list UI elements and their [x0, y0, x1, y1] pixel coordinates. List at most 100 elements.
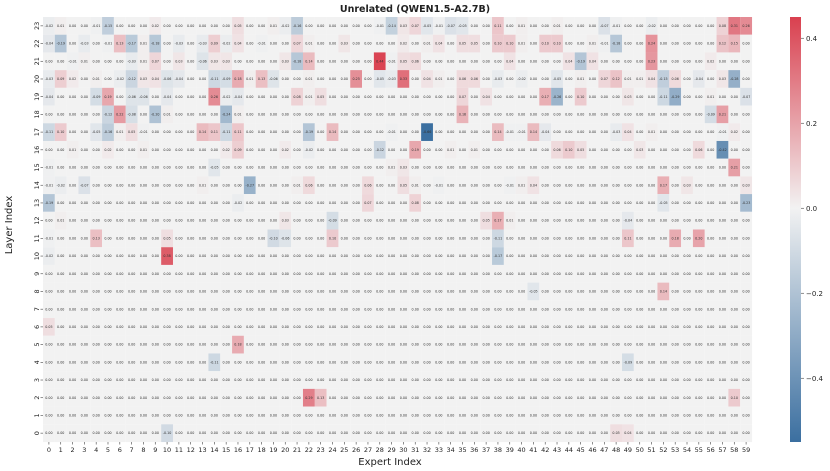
heatmap-cell: [78, 264, 91, 283]
heatmap-cell: [598, 123, 611, 142]
cell-value-label: 0.00: [589, 130, 596, 134]
cell-value-label: 0.00: [577, 254, 584, 258]
heatmap-cell: [326, 70, 339, 88]
cell-value-label: 0.00: [93, 42, 100, 46]
heatmap-cell: [314, 335, 327, 354]
cell-value-label: 0.00: [116, 59, 123, 63]
y-tick-label: 13: [33, 199, 41, 207]
heatmap-cell: [704, 211, 717, 230]
cell-value-label: 0.00: [187, 325, 194, 329]
heatmap-cell: [539, 211, 552, 230]
heatmap-cell: [574, 300, 587, 319]
heatmap-cell: [503, 424, 516, 443]
heatmap-cell: [66, 264, 79, 283]
heatmap-cell: [704, 52, 717, 71]
cell-value-label: 0.00: [317, 183, 324, 187]
heatmap-cell: [113, 194, 126, 212]
heatmap-cell: [586, 123, 599, 142]
heatmap-cell: [362, 264, 374, 283]
heatmap-cell: [692, 247, 705, 265]
heatmap-cell: [78, 424, 91, 443]
heatmap-cell: [456, 34, 469, 53]
heatmap-cell: [43, 70, 55, 88]
cell-value-label: 0.00: [707, 431, 714, 435]
heatmap-cell: [350, 194, 363, 212]
y-tick-label: 11: [33, 234, 41, 242]
heatmap-cell: [125, 194, 138, 212]
cell-value-label: 0.00: [530, 378, 537, 382]
y-tick-label: 0: [33, 431, 41, 435]
cell-value-label: 0.00: [116, 148, 123, 152]
cell-value-label: 0.00: [660, 24, 667, 28]
cell-value-label: 0.00: [246, 325, 253, 329]
cell-value-label: 0.00: [482, 396, 489, 400]
cell-value-label: 0.01: [435, 77, 442, 81]
cell-value-label: 0.21: [719, 112, 726, 116]
cell-value-label: 0.00: [589, 378, 596, 382]
cell-value-label: 0.00: [435, 290, 442, 294]
heatmap-cell: [362, 300, 374, 319]
heatmap-cell: [562, 335, 575, 354]
y-tick-label: 18: [33, 110, 41, 118]
cell-value-label: 0.00: [246, 396, 253, 400]
heatmap-cell: [243, 70, 256, 88]
heatmap-cell: [232, 353, 244, 372]
heatmap-cell: [314, 194, 327, 212]
cell-value-label: 0.00: [601, 290, 608, 294]
cell-value-label: 0.00: [648, 307, 655, 311]
cell-value-label: 0.00: [577, 130, 584, 134]
cell-value-label: 0.00: [128, 272, 135, 276]
cell-value-label: 0.00: [435, 378, 442, 382]
heatmap-cell: [598, 211, 611, 230]
heatmap-cell: [113, 211, 126, 230]
heatmap-cell: [302, 318, 315, 336]
heatmap-cell: [610, 87, 623, 106]
cell-value-label: 0.18: [234, 343, 241, 347]
heatmap-cell: [314, 371, 327, 389]
heatmap-cell: [184, 406, 197, 425]
cell-value-label: 0.00: [352, 201, 359, 205]
heatmap-cell: [468, 34, 481, 53]
cell-value-label: 0.00: [660, 236, 667, 240]
cell-value-label: 0.06: [672, 77, 679, 81]
heatmap-cell: [314, 282, 327, 301]
heatmap-cell: [492, 34, 504, 53]
heatmap-cell: [208, 211, 221, 230]
x-tick-label: 50: [636, 446, 644, 454]
heatmap-cell: [66, 247, 79, 265]
heatmap-cell: [243, 406, 256, 425]
heatmap-cell: [255, 52, 268, 71]
heatmap-cell: [78, 247, 91, 265]
cell-value-label: 0.00: [660, 219, 667, 223]
heatmap-cell: [728, 211, 741, 230]
cell-value-label: 0.00: [282, 77, 289, 81]
heatmap-cell: [704, 388, 717, 407]
heatmap-cell: [338, 264, 351, 283]
cell-value-label: 0.00: [731, 236, 738, 240]
heatmap-cell: [515, 264, 528, 283]
cell-value-label: -0.02: [517, 77, 526, 81]
heatmap-cell: [54, 371, 67, 389]
cell-value-label: 0.00: [683, 201, 690, 205]
y-tick-label: 19: [33, 93, 41, 101]
cell-value-label: 0.00: [719, 343, 726, 347]
heatmap-cell: [645, 70, 658, 88]
heatmap-cell: [669, 52, 682, 71]
heatmap-cell: [456, 87, 469, 106]
heatmap-cell: [598, 158, 611, 177]
cell-value-label: 0.00: [672, 307, 679, 311]
heatmap-cell: [633, 229, 646, 248]
heatmap-cell: [125, 87, 138, 106]
heatmap-cell: [326, 424, 339, 443]
cell-value-label: 0.00: [305, 166, 312, 170]
cell-value-label: 0.00: [152, 183, 159, 187]
heatmap-cell: [302, 247, 315, 265]
cell-value-label: 0.04: [435, 42, 442, 46]
heatmap-cell: [184, 300, 197, 319]
heatmap-cell: [385, 282, 398, 301]
heatmap-cell: [326, 34, 339, 53]
cell-value-label: 0.00: [435, 360, 442, 364]
heatmap-cell: [326, 229, 339, 248]
heatmap-cell: [704, 140, 717, 159]
cell-value-label: -0.06: [269, 77, 278, 81]
